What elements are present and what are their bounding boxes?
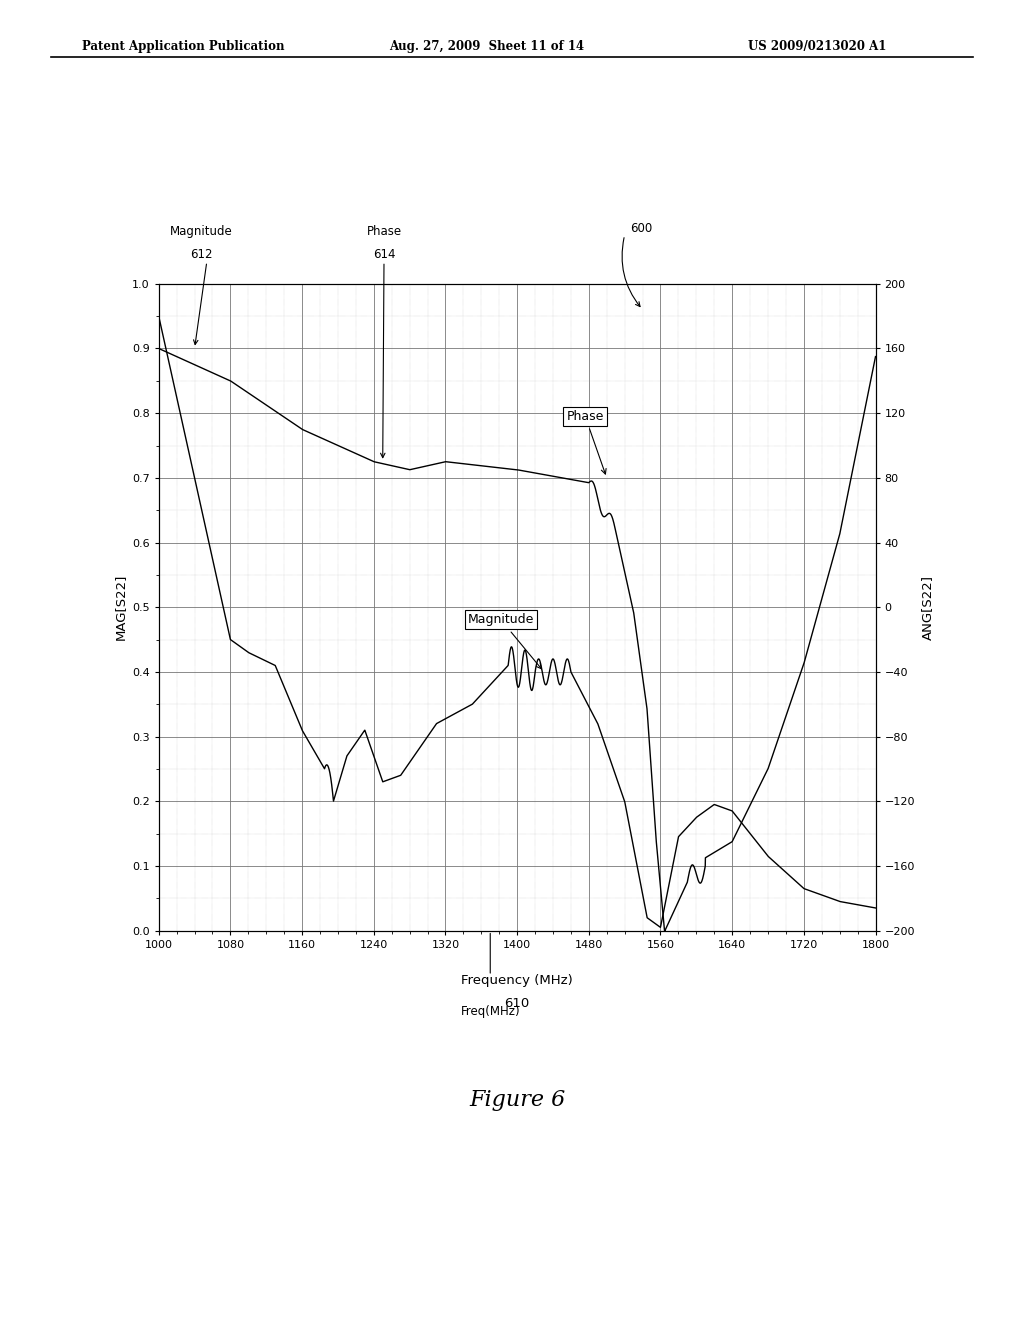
Y-axis label: ANG[S22]: ANG[S22] xyxy=(921,574,934,640)
Text: 610: 610 xyxy=(505,997,529,1010)
Text: Freq(MHz): Freq(MHz) xyxy=(461,1005,520,1018)
Text: Phase: Phase xyxy=(367,224,401,238)
Text: Patent Application Publication: Patent Application Publication xyxy=(82,40,285,53)
Text: Phase: Phase xyxy=(566,409,606,474)
Y-axis label: MAG[S22]: MAG[S22] xyxy=(114,574,126,640)
Text: 614: 614 xyxy=(373,248,395,261)
Text: Frequency (MHz): Frequency (MHz) xyxy=(461,974,573,987)
Text: US 2009/0213020 A1: US 2009/0213020 A1 xyxy=(748,40,886,53)
Text: Figure 6: Figure 6 xyxy=(469,1089,565,1111)
Text: Aug. 27, 2009  Sheet 11 of 14: Aug. 27, 2009 Sheet 11 of 14 xyxy=(389,40,585,53)
Text: Magnitude: Magnitude xyxy=(468,614,542,669)
Text: Magnitude: Magnitude xyxy=(170,224,233,238)
Text: 600: 600 xyxy=(630,222,652,235)
Text: 612: 612 xyxy=(190,248,213,261)
